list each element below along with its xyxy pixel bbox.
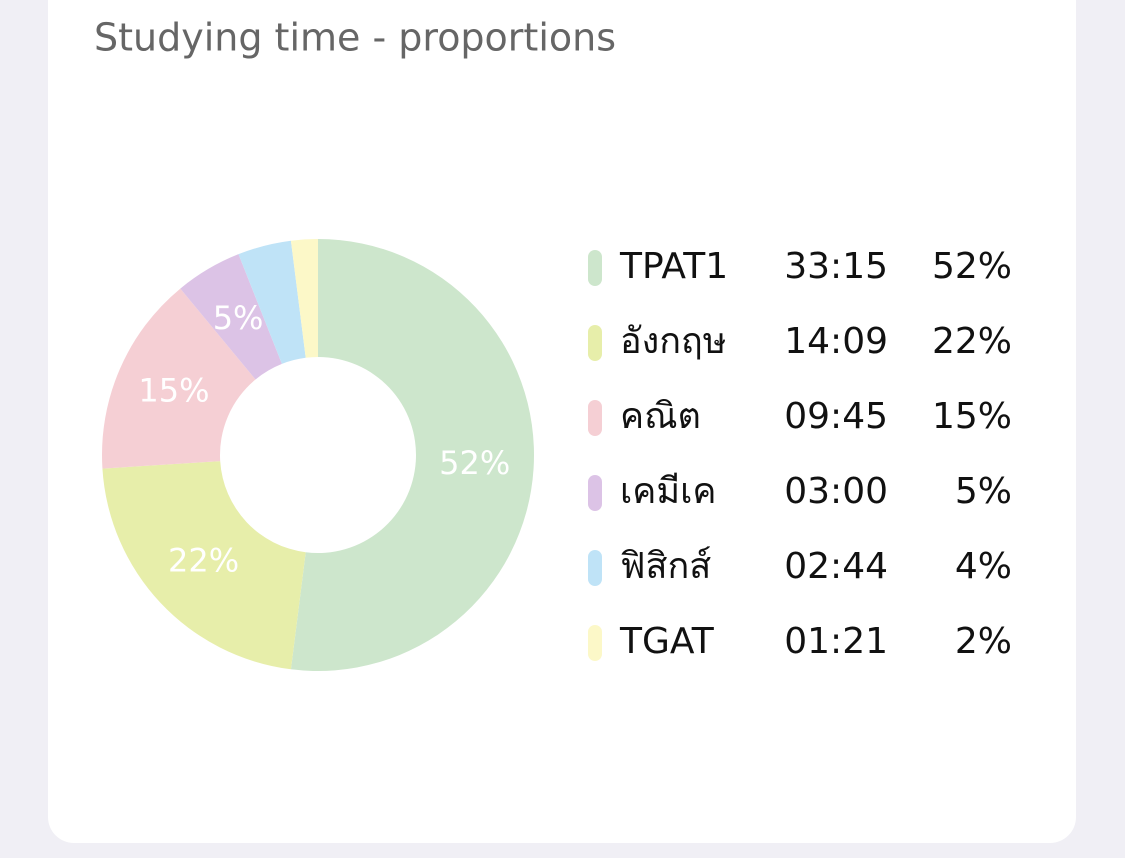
legend-swatch: [588, 400, 602, 436]
slice: [290, 239, 534, 671]
legend-label: อังกฤษ: [620, 321, 727, 362]
slice: [102, 461, 306, 670]
legend-label: ฟิสิกส์: [620, 546, 711, 587]
legend-label: เคมีเค: [620, 471, 717, 512]
legend-label: คณิต: [620, 396, 701, 437]
legend-swatch: [588, 550, 602, 586]
legend-duration: 09:45: [784, 396, 888, 437]
slice: [290, 239, 318, 358]
legend-swatch: [588, 475, 602, 511]
chart-title: Studying time - proportions: [94, 16, 616, 60]
legend-percent: 4%: [955, 546, 1012, 587]
slice-label: 52%: [439, 444, 510, 482]
slice: [180, 254, 282, 380]
legend-duration: 33:15: [784, 246, 888, 287]
legend-percent: 22%: [932, 321, 1012, 362]
legend-percent: 5%: [955, 471, 1012, 512]
legend-label: TPAT1: [619, 246, 728, 287]
slice-label: 5%: [213, 299, 264, 337]
legend-label: TGAT: [619, 621, 715, 662]
legend-duration: 14:09: [784, 321, 888, 362]
slice-label: 15%: [138, 372, 209, 410]
legend-percent: 52%: [932, 246, 1012, 287]
slice-label: 22%: [168, 541, 239, 579]
legend-duration: 01:21: [784, 621, 888, 662]
legend-swatch: [588, 325, 602, 361]
legend-swatch: [588, 250, 602, 286]
legend-swatch: [588, 625, 602, 661]
legend-percent: 2%: [955, 621, 1012, 662]
legend-duration: 02:44: [784, 546, 888, 587]
slice: [101, 288, 256, 469]
slice: [238, 240, 306, 364]
legend-percent: 15%: [932, 396, 1012, 437]
legend-duration: 03:00: [784, 471, 888, 512]
